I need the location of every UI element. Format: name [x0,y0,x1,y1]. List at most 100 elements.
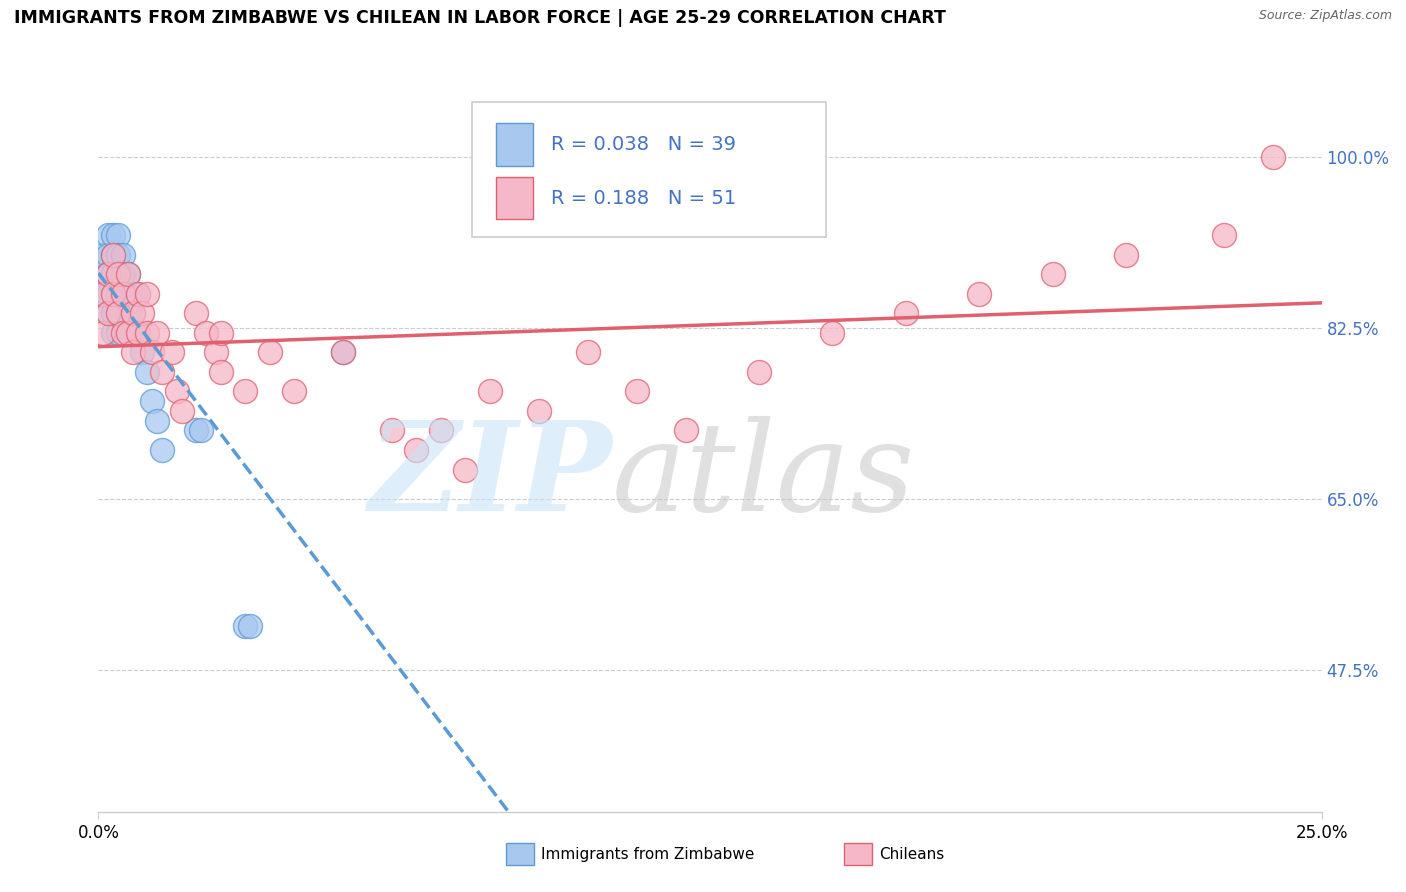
Point [107,227,129,242]
Point [190,424,212,438]
Point [1212,227,1234,242]
Point [675,424,697,438]
Point [101,267,124,281]
Point [101,227,124,242]
Point [107,267,129,281]
Point [97,247,120,261]
Point [141,345,163,359]
Point [97,227,120,242]
Point [170,404,193,418]
Point [166,384,188,399]
Point [91,326,114,340]
Point [146,326,169,340]
Point [478,384,501,399]
Point [527,404,550,418]
Point [1115,247,1137,261]
Point [259,345,281,359]
Point [821,326,844,340]
Point [121,345,143,359]
Point [111,247,134,261]
Point [117,267,139,281]
Point [121,286,143,301]
Point [205,345,228,359]
Point [209,326,232,340]
Point [141,394,163,409]
Point [107,267,129,281]
Point [332,345,354,359]
Point [121,306,143,320]
Point [136,326,159,340]
Point [111,286,134,301]
Point [91,286,114,301]
Point [107,247,129,261]
Point [233,384,256,399]
Point [576,345,599,359]
Point [107,326,129,340]
Text: IMMIGRANTS FROM ZIMBABWE VS CHILEAN IN LABOR FORCE | AGE 25-29 CORRELATION CHART: IMMIGRANTS FROM ZIMBABWE VS CHILEAN IN L… [14,9,946,27]
Text: R = 0.038   N = 39: R = 0.038 N = 39 [551,135,735,154]
Point [91,286,114,301]
Point [239,619,262,633]
FancyBboxPatch shape [496,123,533,166]
Point [454,462,477,476]
Point [283,384,305,399]
Point [131,306,153,320]
Point [97,267,120,281]
Point [117,326,139,340]
Point [91,247,114,261]
Point [186,424,208,438]
Point [894,306,917,320]
Text: Chileans: Chileans [879,847,943,862]
Point [101,306,124,320]
Point [101,286,124,301]
Point [748,365,770,379]
Point [127,326,149,340]
Point [405,443,427,458]
Point [430,424,453,438]
Point [111,267,134,281]
Point [107,306,129,320]
Point [101,326,124,340]
Point [160,345,183,359]
Point [1261,150,1284,164]
Point [107,286,129,301]
Point [150,365,173,379]
Point [97,306,120,320]
Point [136,286,159,301]
Point [97,267,120,281]
Point [381,424,404,438]
Point [127,286,149,301]
Point [111,326,134,340]
Point [136,365,159,379]
Text: atlas: atlas [612,416,915,537]
Point [332,345,354,359]
FancyBboxPatch shape [496,177,533,219]
Point [97,306,120,320]
Text: Immigrants from Zimbabwe: Immigrants from Zimbabwe [541,847,755,862]
Point [233,619,256,633]
Point [101,247,124,261]
Text: ZIP: ZIP [368,416,612,537]
Point [107,306,129,320]
Point [1042,267,1064,281]
Point [967,286,990,301]
FancyBboxPatch shape [471,102,827,237]
Point [195,326,218,340]
Point [150,443,173,458]
Point [97,286,120,301]
Point [91,267,114,281]
Point [146,414,169,428]
Point [131,345,153,359]
Point [121,306,143,320]
Point [117,267,139,281]
Point [127,286,149,301]
Point [111,286,134,301]
Point [209,365,232,379]
Point [127,326,149,340]
Text: Source: ZipAtlas.com: Source: ZipAtlas.com [1258,9,1392,22]
Text: R = 0.188   N = 51: R = 0.188 N = 51 [551,188,737,208]
Point [186,306,208,320]
Point [101,286,124,301]
Point [626,384,648,399]
Point [117,306,139,320]
